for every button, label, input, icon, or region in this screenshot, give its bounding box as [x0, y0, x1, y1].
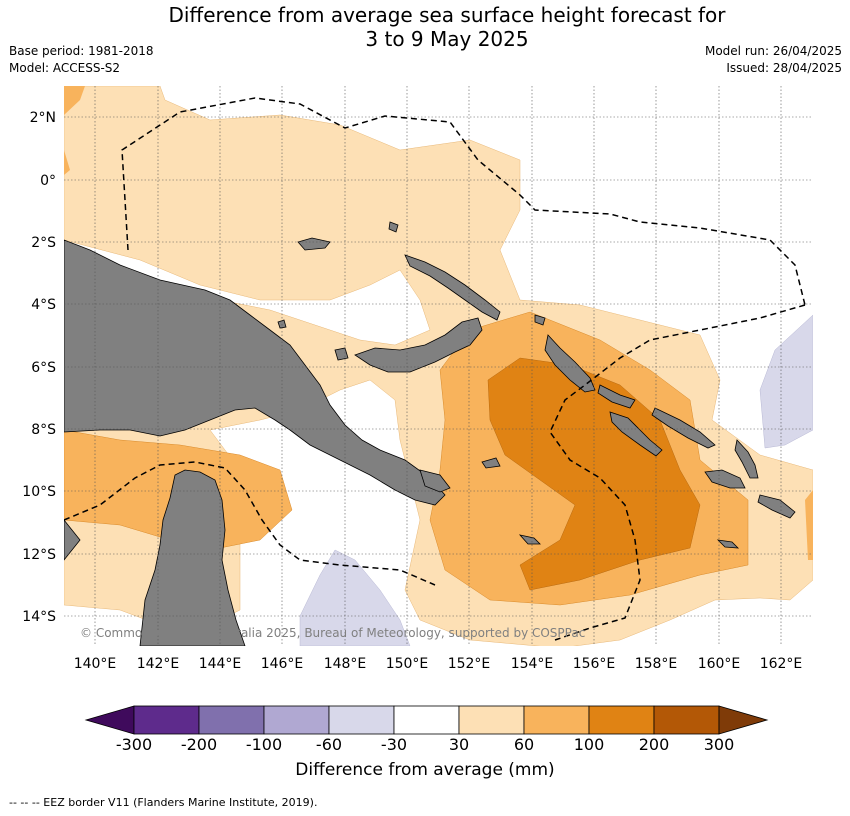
colorbar-tick-label: 300 [704, 735, 735, 754]
anomaly-zone-negative-east [759, 314, 813, 449]
title-line-2: 3 to 9 May 2025 [365, 27, 529, 51]
lon-label: 146°E [261, 656, 304, 672]
land-woodlark [481, 457, 501, 469]
colorbar-swatch [458, 705, 525, 735]
colorbar-tick-label: 60 [514, 735, 534, 754]
lat-label: 4°S [31, 297, 56, 313]
lon-label: 140°E [74, 656, 117, 672]
anomaly-zone-60-100-east [805, 490, 813, 560]
anomaly-zone-negative-south [299, 549, 411, 646]
colorbar-tick-label: 100 [574, 735, 605, 754]
lat-label: 2°N [30, 110, 56, 126]
lat-label: 12°S [22, 547, 56, 563]
colorbar-swatch [328, 705, 395, 735]
lon-label: 142°E [137, 656, 180, 672]
latitude-labels: 2°N 0° 2°S 4°S 6°S 8°S 10°S 12°S 14°S [22, 110, 56, 625]
land-buka [534, 314, 546, 326]
lon-label: 150°E [386, 656, 429, 672]
colorbar-tick-label: -200 [181, 735, 217, 754]
lat-label: 10°S [22, 484, 56, 500]
land-dentrecasteaux [419, 469, 451, 493]
colorbar-ticks: -300 -200 -100 -60 -30 30 60 100 200 300 [116, 735, 734, 754]
land-rennell [716, 539, 740, 549]
colorbar-tick-label: 30 [449, 735, 469, 754]
base-period: Base period: 1981-2018 [9, 44, 154, 58]
land-new-georgia [609, 411, 663, 457]
lon-label: 162°E [760, 656, 803, 672]
colorbar-swatch [523, 705, 590, 735]
colorbar-swatch [588, 705, 655, 735]
colorbar-swatch [198, 705, 265, 735]
land-rossel [518, 534, 541, 545]
copyright-notice: © Commonwealth of Australia 2025, Bureau… [80, 626, 585, 640]
eez-borders [64, 97, 806, 641]
lon-label: 148°E [324, 656, 367, 672]
land-santa-isabel [651, 407, 716, 449]
lat-label: 2°S [31, 235, 56, 251]
model-name: Model: ACCESS-S2 [9, 61, 121, 75]
colorbar-tick-label: 200 [639, 735, 670, 754]
eez-solomons-east [549, 304, 806, 641]
anomaly-zone-60-100-nw [64, 150, 70, 175]
colorbar-swatch [133, 705, 200, 735]
lat-label: 8°S [31, 422, 56, 438]
colorbar-label: Difference from average (mm) [295, 760, 555, 780]
land-australia-cape-york [139, 469, 246, 646]
issued-date: Issued: 28/04/2025 [726, 61, 842, 75]
map-area: © Commonwealth of Australia 2025, Bureau… [64, 86, 813, 646]
chart-title: Difference from average sea surface heig… [0, 3, 850, 51]
lon-label: 158°E [635, 656, 678, 672]
eez-png-north [121, 97, 806, 306]
colorbar-swatch [393, 705, 460, 735]
land-bougainville [544, 334, 596, 393]
lat-label: 14°S [22, 609, 56, 625]
meta-left: Base period: 1981-2018 Model: ACCESS-S2 [9, 43, 154, 77]
lon-label: 160°E [698, 656, 741, 672]
colorbar [84, 705, 769, 735]
land-malaita [734, 439, 759, 479]
colorbar-tick-label: -300 [116, 735, 152, 754]
land-gulf-west [64, 519, 81, 561]
eez-legend: -- -- -- EEZ border V11 (Flanders Marine… [9, 796, 318, 809]
colorbar-extend-high [718, 705, 769, 735]
longitude-labels: 140°E 142°E 144°E 146°E 148°E 150°E 152°… [74, 656, 803, 672]
colorbar-tick-label: -60 [316, 735, 342, 754]
lon-label: 152°E [448, 656, 491, 672]
graticule [64, 86, 813, 646]
colorbar-swatch [263, 705, 330, 735]
land-masses [64, 221, 796, 646]
model-run: Model run: 26/04/2025 [704, 44, 842, 58]
anomaly-zone-60-100-corner [64, 86, 85, 115]
land-new-ireland [404, 254, 501, 321]
land-manus [297, 237, 331, 251]
lon-label: 144°E [199, 656, 242, 672]
colorbar-tick-label: -30 [381, 735, 407, 754]
lon-label: 154°E [511, 656, 554, 672]
land-guadalcanal [704, 469, 746, 489]
land-new-britain [354, 317, 483, 373]
land-small-island-1 [388, 221, 399, 233]
title-line-1: Difference from average sea surface heig… [168, 3, 726, 27]
land-makira [757, 494, 796, 519]
land-new-guinea [64, 239, 446, 506]
lat-label: 0° [40, 173, 56, 189]
colorbar-tick-label: -100 [246, 735, 282, 754]
lon-label: 156°E [573, 656, 616, 672]
land-choiseul [597, 384, 636, 409]
colorbar-swatch [653, 705, 720, 735]
lat-label: 6°S [31, 360, 56, 376]
colorbar-extend-low [84, 705, 135, 735]
eez-png-australia [64, 461, 436, 586]
meta-right: Model run: 26/04/2025 Issued: 28/04/2025 [705, 43, 842, 77]
